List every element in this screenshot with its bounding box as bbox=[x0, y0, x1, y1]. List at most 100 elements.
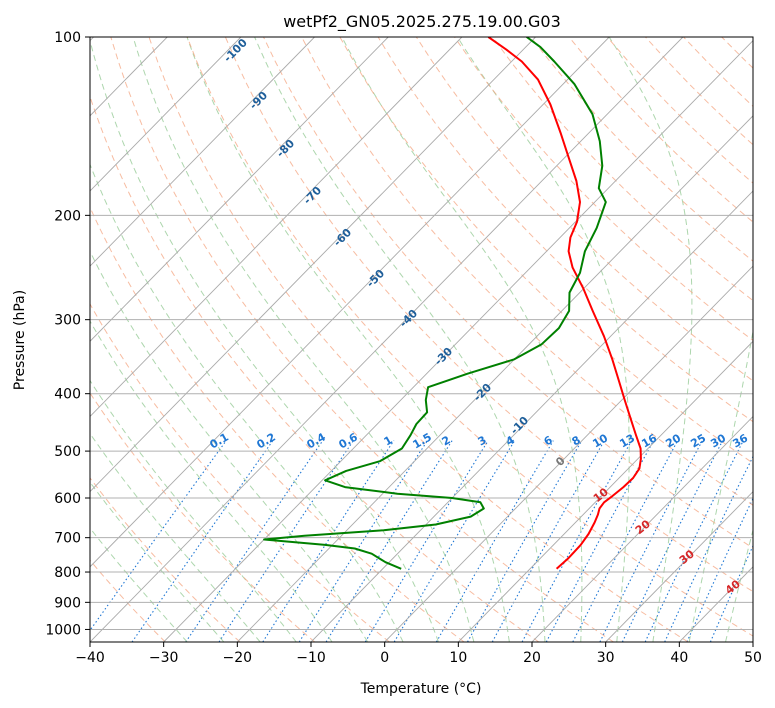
mixing-ratio-line bbox=[364, 440, 489, 642]
dry-adiabat bbox=[645, 37, 753, 146]
mixing-ratio-label: 30 bbox=[708, 431, 728, 450]
dry-adiabat bbox=[90, 95, 540, 642]
isotherm-line bbox=[605, 491, 753, 642]
chart-title: wetPf2_GN05.2025.275.19.00.G03 bbox=[283, 12, 561, 32]
isotherm-line bbox=[752, 641, 753, 642]
mixing-ratio-line bbox=[644, 440, 744, 642]
moist-adiabat bbox=[90, 379, 297, 642]
dry-adiabat bbox=[454, 37, 753, 342]
mixing-ratio-line bbox=[467, 440, 583, 642]
y-tick-label: 900 bbox=[54, 595, 81, 611]
dry-adiabat bbox=[90, 477, 241, 642]
x-tick-label: −40 bbox=[75, 650, 105, 666]
dry-adiabat bbox=[110, 37, 614, 642]
mixing-ratio-label: 2 bbox=[440, 433, 453, 448]
mixing-ratio-label: 16 bbox=[639, 431, 659, 450]
mixing-ratio-line bbox=[262, 440, 395, 642]
isotherm-line bbox=[237, 115, 753, 642]
isotherm-line bbox=[458, 340, 753, 642]
dry-adiabat bbox=[760, 37, 775, 642]
isotherm-line bbox=[531, 415, 753, 642]
x-tick-label: −10 bbox=[296, 650, 326, 666]
dry-adiabat-label: 20 bbox=[633, 517, 653, 537]
plot-frame bbox=[89, 36, 754, 643]
moist-adiabat bbox=[688, 329, 753, 642]
mixing-ratio-line bbox=[185, 440, 324, 642]
mixing-ratio-label: 0.6 bbox=[337, 430, 361, 451]
isotherm-line bbox=[90, 37, 389, 342]
profile-lines bbox=[263, 37, 642, 570]
x-tick-label: 40 bbox=[670, 650, 688, 666]
isotherm-lines bbox=[90, 37, 753, 642]
mixing-ratio-line bbox=[90, 440, 227, 632]
dry-adiabat bbox=[683, 37, 753, 108]
isotherm-line bbox=[384, 265, 753, 642]
mixing-ratio-label: 13 bbox=[617, 432, 637, 451]
mixing-ratio-line bbox=[686, 497, 753, 642]
mixing-ratio-label: 1 bbox=[382, 433, 395, 448]
mixing-ratio-line bbox=[521, 440, 633, 642]
dry-adiabat bbox=[186, 37, 753, 637]
dry-adiabat bbox=[301, 37, 753, 506]
dry-adiabat bbox=[377, 37, 753, 423]
isotherm-line bbox=[90, 37, 463, 418]
mixing-ratio-lines bbox=[90, 440, 753, 642]
moist-adiabat bbox=[90, 527, 188, 642]
isotherm-line bbox=[90, 37, 684, 642]
mixing-ratio-label: 0.4 bbox=[305, 430, 329, 451]
y-axis-ticks: 100 200 300 400 500 600 700 800 900 1000 bbox=[45, 30, 90, 638]
moist-adiabat bbox=[254, 37, 546, 642]
isotherm-line bbox=[163, 39, 753, 642]
isotherm-line bbox=[90, 37, 315, 267]
x-tick-label: 20 bbox=[523, 650, 541, 666]
dry-adiabat bbox=[568, 37, 753, 223]
dry-adiabat bbox=[263, 37, 753, 549]
dry-adiabat bbox=[339, 37, 753, 464]
dry-adiabat bbox=[530, 37, 753, 262]
mixing-ratio-label: 0.1 bbox=[208, 430, 231, 451]
y-tick-label: 500 bbox=[54, 444, 81, 460]
wetbulb-label: -40 bbox=[397, 307, 420, 330]
mixing-ratio-line bbox=[325, 440, 453, 642]
dewpoint-line bbox=[263, 37, 607, 570]
isotherm-line bbox=[310, 190, 753, 642]
y-axis-label: Pressure (hPa) bbox=[12, 290, 28, 390]
mixing-ratio-line bbox=[709, 544, 753, 642]
moist-adiabat bbox=[90, 38, 439, 642]
wetbulb-label: -10 bbox=[508, 414, 531, 437]
dry-adiabat bbox=[90, 392, 316, 642]
mixing-ratio-line bbox=[491, 440, 605, 642]
moist-adiabat bbox=[90, 481, 225, 642]
mixing-ratio-label: 8 bbox=[570, 433, 583, 448]
y-tick-label: 300 bbox=[54, 313, 81, 329]
moist-adiabat bbox=[456, 37, 630, 642]
mixing-ratio-line bbox=[131, 440, 274, 642]
wetbulb-label: -70 bbox=[301, 184, 324, 207]
dry-adiabat bbox=[721, 37, 753, 69]
y-tick-label: 600 bbox=[54, 491, 81, 507]
isotherm-line bbox=[90, 37, 610, 568]
y-tick-label: 700 bbox=[54, 531, 81, 547]
y-tick-label: 800 bbox=[54, 565, 81, 581]
x-tick-label: 30 bbox=[597, 650, 615, 666]
moist-adiabat bbox=[90, 432, 261, 642]
mixing-ratio-label: 0.2 bbox=[255, 430, 278, 451]
y-tick-label: 400 bbox=[54, 387, 81, 403]
isotherm-line bbox=[679, 566, 753, 642]
mixing-ratio-line bbox=[599, 440, 703, 642]
mixing-ratio-label: 36 bbox=[730, 431, 750, 450]
moist-adiabat bbox=[90, 320, 333, 642]
wetbulb-label: -60 bbox=[331, 226, 354, 249]
moist-adiabat bbox=[608, 37, 693, 642]
dry-adiabat-label: 30 bbox=[677, 547, 697, 567]
mixing-ratio-line bbox=[435, 440, 554, 642]
mixing-ratio-label: 25 bbox=[688, 432, 708, 451]
dry-adiabat bbox=[90, 303, 390, 642]
moist-adiabat bbox=[132, 37, 475, 642]
moist-adiabats bbox=[90, 37, 753, 642]
mixing-ratio-label: 20 bbox=[663, 431, 683, 450]
dry-adiabat bbox=[492, 37, 753, 302]
x-tick-label: 10 bbox=[449, 650, 467, 666]
isobar-gridlines bbox=[90, 37, 753, 630]
